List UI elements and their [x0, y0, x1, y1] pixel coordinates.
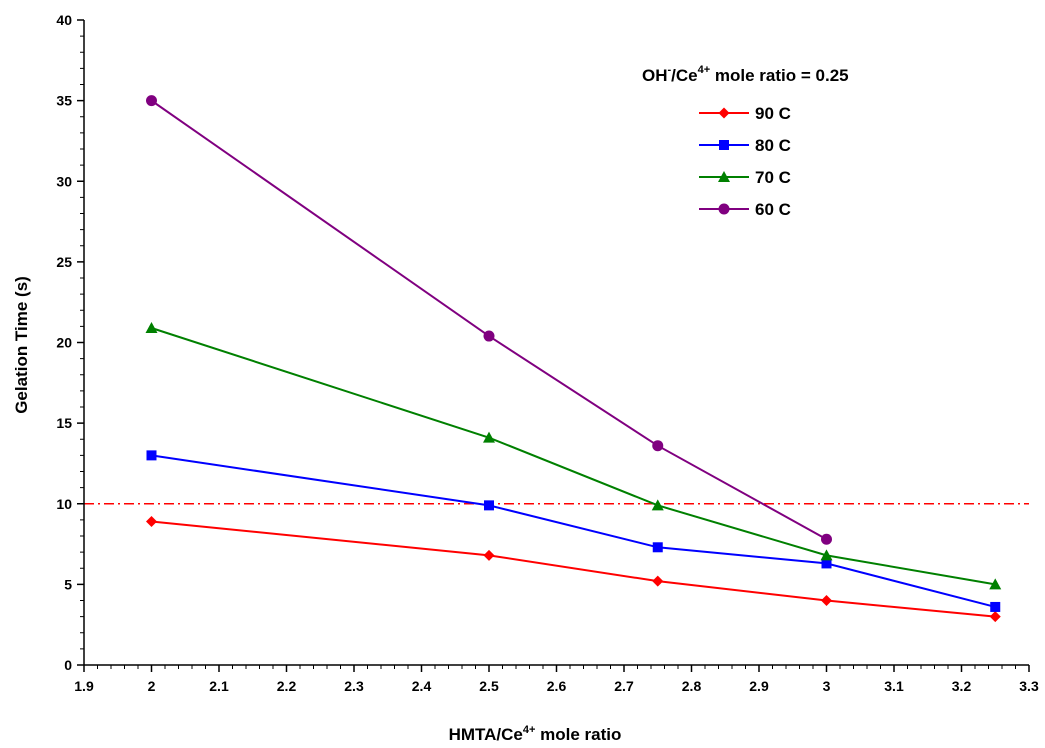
plot-background: [84, 20, 1029, 665]
data-point-60-c: [652, 440, 664, 452]
legend-entry-80-c: 80 C: [699, 136, 791, 155]
y-tick-label: 40: [56, 12, 72, 28]
x-tick-label: 2.9: [749, 678, 769, 694]
x-axis-title-sup: 4+: [523, 724, 536, 736]
legend-title-part1: OH: [642, 66, 668, 85]
x-tick-label: 3.3: [1019, 678, 1039, 694]
data-point-80-c: [484, 500, 494, 511]
data-point-80-c: [990, 601, 1001, 612]
x-tick-label: 3.1: [884, 678, 904, 694]
legend-title-part3: mole ratio = 0.25: [710, 66, 848, 85]
x-tick-label: 2.7: [614, 678, 634, 694]
data-point-90-c: [821, 595, 832, 606]
x-tick-label: 2.2: [277, 678, 297, 694]
data-point-90-c: [989, 611, 1001, 623]
x-tick-label: 3.2: [952, 678, 972, 694]
legend-swatch-marker: [718, 203, 730, 215]
data-point-90-c: [652, 575, 664, 587]
series-70-c: [145, 321, 1002, 590]
y-tick-label: 0: [64, 657, 72, 673]
data-point-90-c: [483, 549, 495, 561]
y-tick-label: 15: [56, 415, 72, 431]
x-tick-label: 2: [148, 678, 156, 694]
y-tick-label: 35: [56, 93, 72, 109]
data-point-90-c: [146, 515, 157, 527]
data-point-60-c: [821, 533, 832, 545]
data-point-70-c: [651, 499, 664, 511]
data-point-80-c: [652, 542, 663, 553]
y-tick-label: 10: [56, 496, 72, 512]
data-point-70-c: [145, 321, 158, 333]
x-tick-label: 1.9: [74, 678, 94, 694]
data-point-70-c: [483, 431, 495, 443]
data-point-70-c: [989, 578, 1002, 590]
x-tick-label: 2.8: [682, 678, 702, 694]
series-60-c: [146, 95, 832, 545]
axes-layer: 1.9 2 2.1 2.2 2.3 2.4 2.5 2.6 2.7 2.8 2.9 3 3.1 3.2 3.…: [56, 12, 1039, 694]
plot-area: [84, 20, 1029, 665]
legend-title: OH-/Ce4+ mole ratio = 0.25: [642, 64, 849, 85]
x-tick-label: 2.3: [344, 678, 364, 694]
series-80-c: [146, 450, 1001, 612]
legend-swatch-marker: [719, 140, 729, 150]
legend-swatch-marker: [718, 107, 730, 119]
legend-entry-90-c: 90 C: [699, 104, 791, 123]
x-tick-label: 2.4: [412, 678, 432, 694]
y-tick-label: 20: [56, 335, 72, 351]
y-tick-label: 25: [56, 254, 72, 270]
data-point-60-c: [483, 330, 495, 342]
legend: OH-/Ce4+ mole ratio = 0.25 90 C 80 C 70 C 6…: [642, 64, 849, 219]
legend-entry-70-c: 70 C: [699, 168, 791, 187]
series-layer: [145, 95, 1002, 623]
legend-entries: 90 C 80 C 70 C 60 C: [699, 104, 791, 219]
legend-entry-60-c: 60 C: [699, 200, 791, 219]
data-point-70-c: [820, 549, 833, 561]
data-point-80-c: [821, 558, 832, 569]
legend-label: 80 C: [755, 136, 791, 155]
legend-label: 90 C: [755, 104, 791, 123]
y-tick-label: 5: [64, 576, 72, 592]
y-axis-title: Gelation Time (s): [12, 276, 31, 414]
x-axis-title-tail: mole ratio: [535, 725, 621, 744]
legend-title-sup2: 4+: [698, 64, 711, 76]
y-tick-label: 30: [56, 173, 72, 189]
series-90-c: [146, 515, 1001, 623]
legend-label: 60 C: [755, 200, 791, 219]
data-point-60-c: [146, 95, 157, 107]
x-tick-label: 2.5: [479, 678, 499, 694]
series-line-60-c: [150, 99, 827, 541]
legend-title-sup1: -: [668, 64, 672, 76]
legend-title-part2: /Ce: [671, 66, 697, 85]
x-tick-label: 2.1: [209, 678, 229, 694]
legend-label: 70 C: [755, 168, 791, 187]
x-axis-title: HMTA/Ce4+ mole ratio: [449, 724, 622, 744]
data-point-80-c: [146, 450, 157, 461]
x-tick-label: 3: [823, 678, 831, 694]
x-axis-title-main: HMTA/Ce: [449, 725, 523, 744]
x-tick-label: 2.6: [547, 678, 567, 694]
legend-swatch-marker: [718, 171, 730, 182]
